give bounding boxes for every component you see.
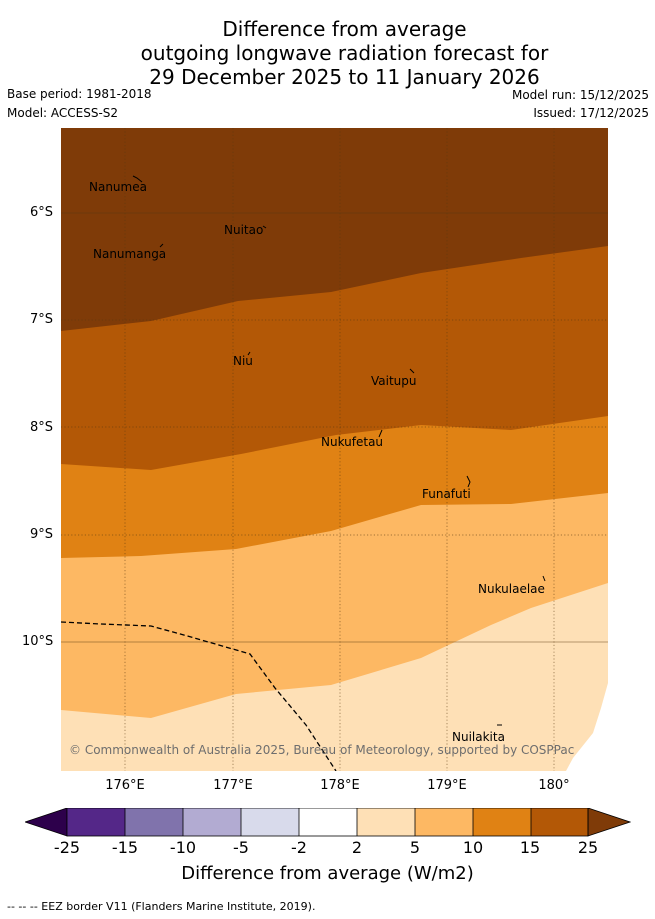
place-nanumea: Nanumea (89, 180, 147, 194)
island-niu (247, 351, 251, 356)
place-nuitao: Nuitao (224, 223, 264, 237)
island-nuitao (262, 225, 267, 229)
lon-label-177e: 177°E (213, 778, 253, 793)
island-vaitupu (409, 368, 415, 374)
place-nanumanga: Nanumanga (93, 247, 167, 261)
eez-footnote: -- -- -- EEZ border V11 (Flanders Marine… (7, 900, 316, 913)
colorbar-bin-15-25 (531, 808, 588, 836)
issued-date: Issued: 17/12/2025 (533, 106, 649, 120)
colorbar-title: Difference from average (W/m2) (181, 863, 474, 884)
title-line-1: Difference from average (222, 17, 467, 41)
colorbar-tick-5: 5 (409, 838, 421, 857)
colorbar-bin-neg15-neg10 (125, 808, 183, 836)
title-line-2: outgoing longwave radiation forecast for (140, 41, 549, 65)
colorbar-bin-neg10-neg5 (183, 808, 241, 836)
colorbar-bin-neg2-2 (299, 808, 357, 836)
colorbar-dividers (66, 808, 589, 837)
colorbar-bin-10-15 (473, 808, 531, 836)
colorbar-tick-2: 2 (351, 838, 363, 857)
forecast-map (61, 128, 608, 771)
lon-label-180: 180° (538, 778, 570, 793)
zone-0-2 (566, 683, 608, 771)
zone-2-5 (61, 583, 608, 771)
lon-label-178e: 178°E (320, 778, 360, 793)
graticule (61, 128, 608, 771)
colorbar-extend-low (25, 808, 68, 837)
colorbar-bin-2-5 (357, 808, 415, 836)
island-nanumanga (159, 243, 164, 248)
colorbar (25, 808, 631, 837)
colorbar-tick-neg10: -10 (169, 838, 197, 857)
island-marks (132, 175, 546, 726)
place-nukulaelae: Nukulaelae (478, 582, 545, 596)
colorbar-bin-neg25-neg15 (67, 808, 125, 836)
lon-label-176e: 176°E (105, 778, 145, 793)
colorbar-tick-neg5: -5 (233, 838, 249, 857)
colorbar-tick-neg15: -15 (111, 838, 139, 857)
place-funafuti: Funafuti (422, 487, 471, 501)
eez-border (61, 621, 337, 771)
island-nukulaelae (542, 575, 546, 582)
map-canvas (61, 128, 608, 771)
place-nukufetau: Nukufetau (321, 435, 384, 449)
lat-label-6s: 6°S (30, 205, 54, 220)
base-period: Base period: 1981-2018 (7, 87, 152, 101)
place-nuilakita: Nuilakita (452, 730, 505, 744)
lon-label-179e: 179°E (427, 778, 467, 793)
colorbar-extend-high (587, 808, 631, 837)
lat-label-10s: 10°S (22, 634, 54, 649)
colorbar-tick-neg2: -2 (291, 838, 307, 857)
model-name: Model: ACCESS-S2 (7, 106, 119, 120)
colorbar-tick-10: 10 (462, 838, 484, 857)
title-line-3: 29 December 2025 to 11 January 2026 (149, 65, 540, 89)
lat-label-9s: 9°S (30, 527, 54, 542)
lat-label-7s: 7°S (30, 312, 54, 327)
island-nukufetau (378, 429, 383, 438)
colorbar-tick-25: 25 (577, 838, 599, 857)
colorbar-tick-neg25: -25 (53, 838, 81, 857)
colorbar-tick-15: 15 (519, 838, 541, 857)
place-vaitupu: Vaitupu (371, 374, 417, 388)
model-run-date: Model run: 15/12/2025 (511, 88, 649, 102)
colorbar-bin-5-10 (415, 808, 473, 836)
island-funafuti (466, 475, 471, 488)
map-title: Difference from average outgoing longwav… (0, 17, 655, 89)
copyright-notice: © Commonwealth of Australia 2025, Bureau… (69, 743, 575, 757)
lat-label-8s: 8°S (30, 420, 54, 435)
place-niu: Niu (233, 354, 253, 368)
island-nanumea (132, 175, 143, 183)
colorbar-bin-neg5-neg2 (241, 808, 299, 836)
